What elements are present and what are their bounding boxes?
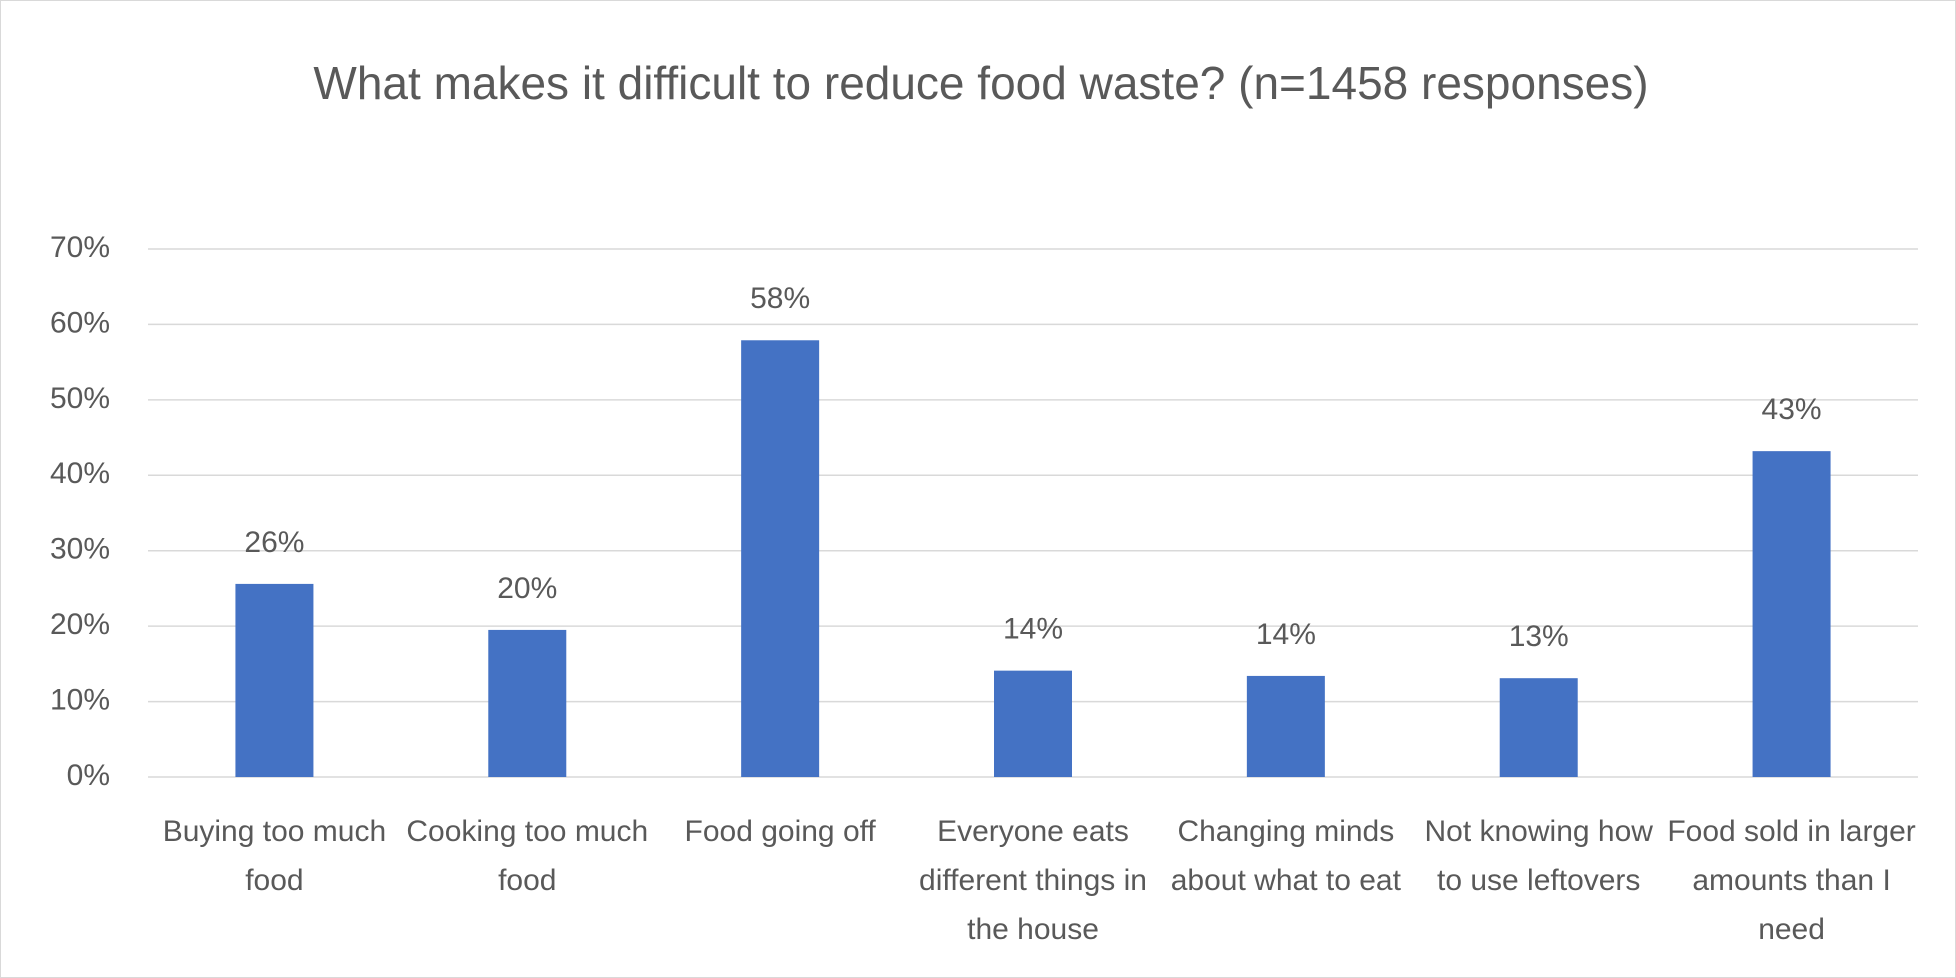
bar [235,583,314,777]
bar [1752,451,1831,777]
chart-title: What makes it difficult to reduce food w… [313,57,1649,109]
y-tick-label: 60% [50,306,110,339]
x-tick-label: Changing minds about what to eat [1170,815,1401,897]
y-tick-label: 10% [50,683,110,716]
data-label: 43% [1762,393,1822,426]
x-tick-label: Buying too much food [162,815,387,897]
data-label: 13% [1509,620,1569,653]
y-tick-label: 0% [67,759,110,792]
y-tick-label: 40% [50,457,110,490]
y-tick-label: 30% [50,533,110,566]
bar [994,670,1072,777]
x-tick-label: Food sold in larger amounts than I need [1667,815,1916,946]
x-tick-label: Food going off [684,815,876,848]
bar [1499,678,1578,777]
bar [1246,675,1325,777]
data-label: 20% [497,572,557,605]
data-label: 14% [1256,618,1316,651]
x-tick-label: Not knowing how to use leftovers [1424,815,1653,897]
x-tick-label: Everyone eats different things in the ho… [919,815,1147,946]
bar [488,629,567,777]
y-tick-label: 20% [50,608,110,641]
y-tick-label: 70% [50,231,110,264]
data-label: 26% [244,526,304,559]
y-tick-label: 50% [50,382,110,415]
bar [741,340,820,777]
data-label: 58% [750,282,810,315]
x-tick-label: Cooking too much food [406,815,649,897]
data-label: 14% [1003,613,1063,646]
